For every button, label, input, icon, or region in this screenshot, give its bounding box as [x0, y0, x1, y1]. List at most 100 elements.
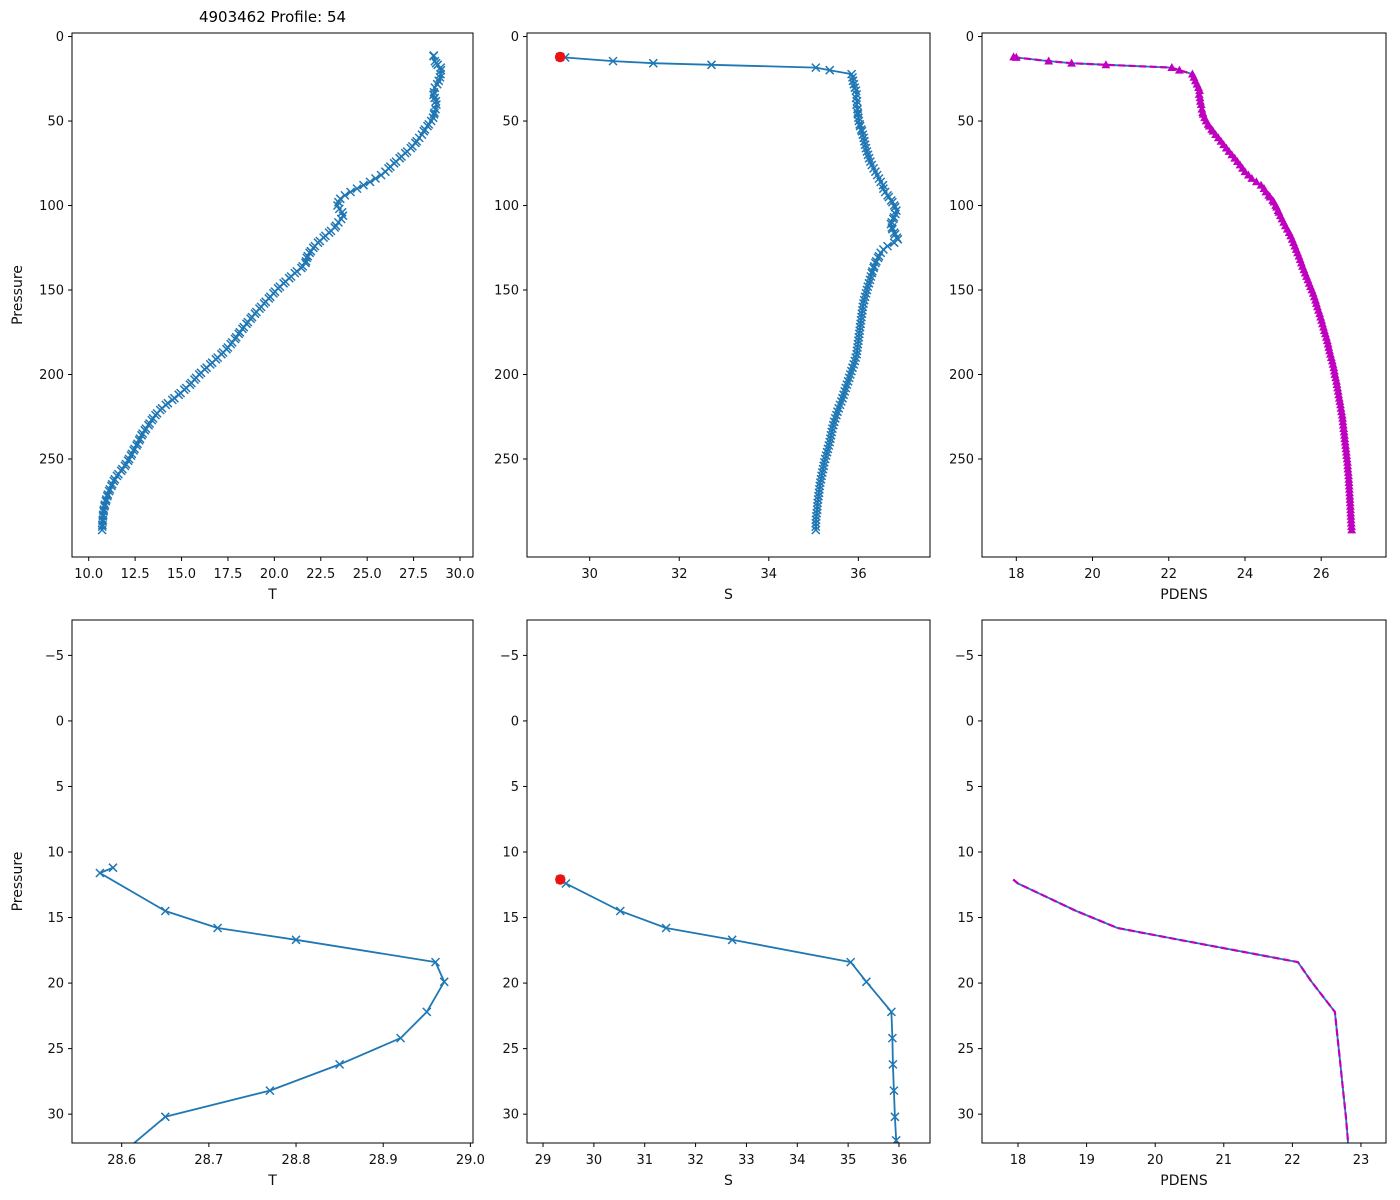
x-tick-label: 36: [891, 1153, 908, 1168]
x-tick-label: 31: [636, 1153, 653, 1168]
y-tick-label: 10: [502, 846, 519, 861]
plot-s-full: 30 32 34 36 0 50 100 150 200 250 S: [494, 30, 931, 603]
y-tick-label: 250: [39, 452, 64, 467]
t-line: [101, 55, 442, 531]
x-tick-label: 26: [1313, 567, 1330, 582]
figure-title: 4903462 Profile: 54: [198, 8, 347, 26]
y-tick-label: 25: [47, 1042, 64, 1057]
x-tick-label: 10.0: [74, 567, 103, 582]
first-sample-dot: [555, 874, 566, 885]
axes-frame: [526, 32, 931, 558]
y-tick-label: 20: [502, 977, 519, 992]
x-axis-ticks: 29 30 31 32 33 34 35 36: [535, 1143, 908, 1168]
y-tick-label: 5: [56, 780, 64, 795]
x-tick-label: 21: [1216, 1153, 1233, 1168]
y-axis-label: Pressure: [10, 852, 26, 912]
x-tick-label: 34: [761, 567, 778, 582]
y-axis-ticks: 0 50 100 150 200 250: [949, 30, 982, 467]
x-tick-label: 22: [1284, 1153, 1301, 1168]
x-tick-label: 19: [1078, 1153, 1095, 1168]
pdens-dashed-line: [1012, 878, 1350, 1143]
plot-t-full: 10.0 12.5 15.0 17.5 20.0 22.5 25.0 27.5 30.0 0 50 1…: [10, 30, 474, 603]
x-tick-label: 24: [1237, 567, 1254, 582]
y-axis-ticks: −5 0 5 10 15 20 25 30: [500, 649, 527, 1123]
y-tick-label: 150: [949, 284, 974, 299]
s-x-markers: [555, 874, 901, 1143]
y-axis-ticks: 0 50 100 150 200 250: [494, 30, 527, 467]
y-tick-label: 50: [502, 115, 519, 130]
plot-s-zoom: 29 30 31 32 33 34 35 36 −5 0 5 10 15 20 25 30 S: [500, 619, 931, 1189]
x-tick-label: 32: [671, 567, 688, 582]
x-tick-label: 25.0: [353, 567, 382, 582]
s-line: [559, 878, 898, 1143]
y-tick-label: 0: [511, 714, 519, 729]
y-tick-label: 20: [957, 977, 974, 992]
y-tick-label: 5: [966, 780, 974, 795]
x-axis-label: S: [724, 587, 733, 603]
y-tick-label: 5: [511, 780, 519, 795]
x-tick-label: 23: [1353, 1153, 1370, 1168]
x-tick-label: 33: [738, 1153, 755, 1168]
y-tick-label: 25: [957, 1042, 974, 1057]
x-tick-label: 30: [581, 567, 598, 582]
x-tick-label: 15.0: [167, 567, 196, 582]
x-tick-label: 30: [586, 1153, 603, 1168]
y-tick-label: 20: [47, 977, 64, 992]
pdens-line: [1012, 878, 1349, 1143]
x-tick-label: 22: [1160, 567, 1177, 582]
y-tick-label: 25: [502, 1042, 519, 1057]
x-tick-label: 36: [850, 567, 867, 582]
x-tick-label: 30.0: [446, 567, 475, 582]
x-tick-label: 22.5: [306, 567, 335, 582]
s-line: [560, 56, 899, 530]
x-tick-label: 35: [840, 1153, 857, 1168]
axes-frame: [71, 619, 474, 1144]
y-tick-label: 100: [39, 199, 64, 214]
y-tick-label: 250: [949, 452, 974, 467]
y-tick-label: 30: [47, 1108, 64, 1123]
y-tick-label: −5: [500, 649, 519, 664]
x-axis-ticks: 30 32 34 36: [581, 557, 867, 582]
pdens-dashed-line: [1013, 55, 1353, 531]
x-tick-label: 20: [1084, 567, 1101, 582]
axes-frame: [981, 619, 1387, 1144]
pdens-line: [1013, 56, 1353, 531]
y-tick-label: −5: [45, 649, 64, 664]
plot-pdens-zoom: 18 19 20 21 22 23 −5 0 5 10 15 20 25 30 PDENS: [955, 619, 1387, 1189]
t-profile: [95, 863, 449, 1143]
x-axis-label: T: [267, 587, 277, 603]
y-tick-label: 50: [957, 115, 974, 130]
plot-t-zoom: 28.6 28.7 28.8 28.9 29.0 −5 0 5 10 15 20 25 30 T Press…: [10, 619, 485, 1189]
y-tick-label: 0: [56, 30, 64, 45]
t-line: [98, 866, 446, 1143]
x-axis-ticks: 18 19 20 21 22 23: [1010, 1143, 1370, 1168]
t-x-markers: [95, 863, 449, 1122]
y-tick-label: 150: [39, 284, 64, 299]
y-tick-label: 10: [47, 846, 64, 861]
y-tick-label: 50: [47, 115, 64, 130]
x-tick-label: 28.6: [107, 1153, 136, 1168]
pdens-profile: [1012, 878, 1350, 1143]
x-tick-label: 29.0: [456, 1153, 485, 1168]
y-axis-ticks: −5 0 5 10 15 20 25 30: [45, 649, 72, 1123]
s-x-markers: [555, 52, 903, 535]
x-tick-label: 20: [1147, 1153, 1164, 1168]
axes-frame: [71, 32, 474, 558]
x-tick-label: 34: [789, 1153, 806, 1168]
y-tick-label: 0: [966, 30, 974, 45]
t-profile: [97, 50, 446, 535]
x-tick-label: 18: [1010, 1153, 1027, 1168]
pdens-profile: [1009, 52, 1357, 534]
x-tick-label: 28.8: [282, 1153, 311, 1168]
axes-frame: [526, 619, 931, 1144]
y-tick-label: 250: [494, 452, 519, 467]
first-sample-dot: [554, 51, 566, 63]
y-tick-label: 100: [494, 199, 519, 214]
plot-pdens-full: 18 20 22 24 26 0 50 100 150 200 250 PDENS: [949, 30, 1387, 603]
x-tick-label: 12.5: [121, 567, 150, 582]
s-profile: [555, 874, 901, 1143]
x-axis-ticks: 18 20 22 24 26: [1008, 557, 1329, 582]
x-tick-label: 27.5: [399, 567, 428, 582]
y-tick-label: 15: [957, 911, 974, 926]
